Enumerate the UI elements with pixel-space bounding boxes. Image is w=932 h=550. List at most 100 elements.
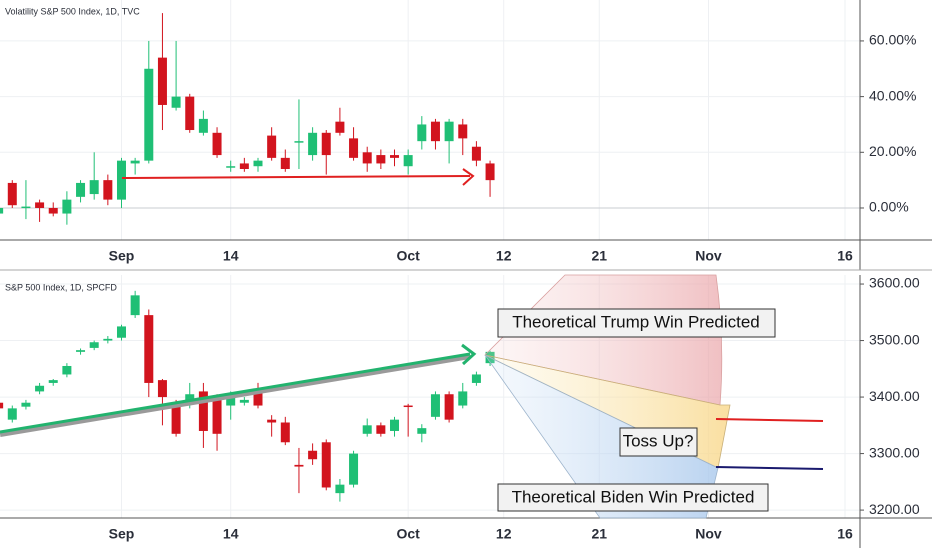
candle-body	[89, 180, 99, 195]
candle-body	[253, 160, 263, 167]
candle-body	[130, 295, 140, 316]
candle-body	[7, 408, 17, 420]
candle-body	[267, 419, 277, 423]
candle-body	[390, 155, 400, 158]
candle-body	[335, 484, 345, 494]
candle-body	[185, 96, 195, 131]
annotations: Theoretical Trump Win Predicted Toss Up?…	[0, 168, 824, 519]
x-tick-label: Oct	[396, 526, 420, 542]
candle-body	[376, 425, 386, 434]
candle-body	[171, 402, 181, 434]
trump-label: Theoretical Trump Win Predicted	[512, 312, 760, 331]
candle-body	[130, 160, 140, 164]
candle-body	[89, 342, 99, 348]
candle-body	[430, 394, 440, 417]
x-tick-label: 14	[223, 526, 239, 542]
y-tick-label: 0.00%	[869, 199, 909, 215]
candle-body	[144, 68, 154, 161]
trend-arrow	[461, 343, 477, 366]
y-tick-label: 3200.00	[869, 501, 920, 517]
candle-body	[349, 138, 359, 158]
x-tick-label: 21	[591, 526, 607, 542]
candle-body	[403, 405, 413, 408]
candle-body	[444, 394, 454, 420]
y-tick-label: 40.00%	[869, 87, 916, 103]
candle-body	[198, 391, 208, 431]
candle-body	[62, 199, 72, 214]
navy-level	[715, 466, 824, 470]
candle-body	[48, 207, 58, 214]
candle-body	[198, 118, 208, 133]
candle-body	[390, 419, 400, 431]
candle-body	[458, 124, 468, 139]
x-tick-label: 16	[837, 526, 853, 542]
red-level	[715, 418, 824, 422]
x-tick-label: Nov	[695, 526, 722, 542]
trend-line	[0, 352, 471, 434]
arrow-line	[121, 175, 471, 179]
candle-body	[485, 163, 495, 181]
candle-body	[267, 135, 277, 158]
y-tick-label: 3600.00	[869, 275, 920, 291]
candle-body	[7, 182, 17, 206]
candle-body	[308, 132, 318, 156]
candle-body	[226, 166, 236, 168]
candle-body	[362, 425, 372, 434]
chart-title: S&P 500 Index, 1D, SPCFD	[5, 282, 117, 292]
candle-body	[212, 132, 222, 156]
y-tick-label: 3400.00	[869, 388, 920, 404]
candle-body	[21, 206, 31, 209]
candle-body	[417, 124, 427, 142]
x-tick-label: 12	[496, 248, 512, 264]
arrow-head	[462, 168, 475, 186]
candle-body	[471, 374, 481, 383]
candle-body	[294, 141, 304, 143]
candle-body	[280, 422, 290, 443]
candle-body	[280, 157, 290, 170]
biden-label: Theoretical Biden Win Predicted	[512, 487, 755, 506]
x-tick-label: 16	[837, 248, 853, 264]
tossup-box	[619, 427, 698, 457]
candle-body	[212, 397, 222, 434]
candle-body	[226, 394, 236, 406]
candle-body	[35, 385, 45, 392]
candle-body	[321, 132, 331, 156]
x-tick-label: Oct	[396, 248, 420, 264]
candle-body	[21, 402, 31, 407]
trump-box	[497, 308, 776, 338]
trend-shadow	[0, 353, 471, 437]
candle-body	[76, 182, 86, 197]
y-tick-label: 60.00%	[869, 32, 916, 48]
x-tick-label: 12	[496, 526, 512, 542]
candle-body	[116, 160, 126, 200]
candle-body	[308, 450, 318, 460]
candle-body	[321, 442, 331, 488]
candle-body	[35, 202, 45, 208]
candle-body	[349, 453, 359, 485]
candle-body	[458, 391, 468, 406]
candle-body	[417, 428, 427, 434]
candle-body	[471, 146, 481, 161]
y-tick-label: 3300.00	[869, 444, 920, 460]
candle-body	[444, 121, 454, 142]
candle-body	[157, 57, 167, 105]
candle-body	[116, 326, 126, 338]
candle-body	[76, 350, 86, 352]
candle-body	[62, 365, 72, 375]
x-tick-label: 14	[223, 248, 239, 264]
y-tick-label: 3500.00	[869, 331, 920, 347]
tossup-label: Toss Up?	[623, 431, 694, 450]
candle-body	[430, 121, 440, 142]
candle-body	[171, 96, 181, 108]
candle-body	[103, 180, 113, 200]
candle-body	[157, 380, 167, 398]
candle-body	[0, 207, 4, 214]
x-tick-label: Sep	[109, 248, 135, 264]
y-tick-label: 20.00%	[869, 143, 916, 159]
candle-body	[239, 163, 249, 170]
candle-body	[362, 152, 372, 164]
x-tick-label: Nov	[695, 248, 722, 264]
candle-body	[0, 402, 4, 409]
candle-body	[294, 464, 304, 467]
